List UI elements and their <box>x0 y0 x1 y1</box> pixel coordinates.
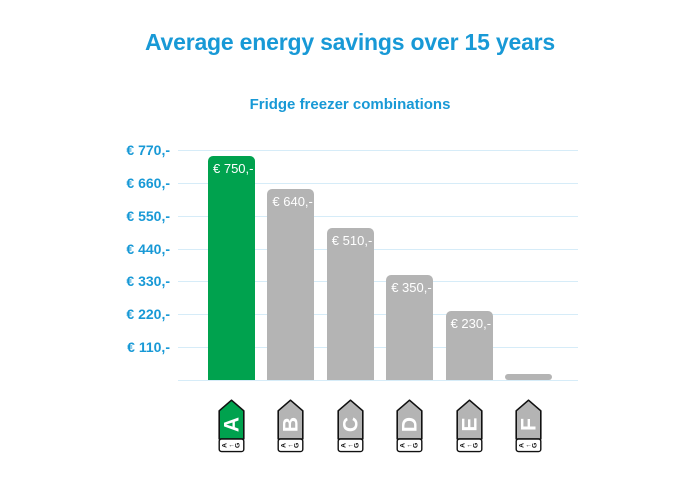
scale-letter: G <box>235 443 242 448</box>
bar-f <box>505 374 552 380</box>
energy-label-graphic: E A ← G <box>455 399 483 453</box>
energy-tag-scale-box <box>277 438 304 453</box>
scale-arrow-icon: ← <box>228 442 235 449</box>
energy-tag-letter: C <box>339 417 362 432</box>
energy-tag-letter: D <box>399 417 422 432</box>
scale-arrow-icon: ← <box>406 442 413 449</box>
energy-tag-letter: B <box>280 417 303 432</box>
bar-e: € 230,- <box>445 311 493 380</box>
scale-letter: A <box>222 443 229 448</box>
scale-letter: G <box>353 443 360 448</box>
scale-letter: G <box>532 443 539 448</box>
energy-tag-d: D A ← G <box>396 399 423 453</box>
scale-letter: A <box>340 443 347 448</box>
plot-area: € 770,- € 660,- € 550,- € 440,- € 330,- € 220… <box>126 142 578 381</box>
bar-value-label: € 640,- <box>272 193 313 209</box>
y-axis-label: € 110,- <box>127 339 170 356</box>
scale-arrow-icon: ← <box>525 442 532 449</box>
energy-label-graphic: C A ← G <box>337 399 364 453</box>
gridline <box>178 347 578 349</box>
scale-letter: G <box>294 443 301 448</box>
y-axis-label: € 550,- <box>126 207 170 224</box>
energy-tag-scale-box <box>456 438 483 453</box>
gridline <box>178 248 578 250</box>
gridline <box>178 182 578 184</box>
y-axis-label: € 440,- <box>126 240 170 257</box>
energy-tag-letter: E <box>458 417 481 431</box>
scale-letter: A <box>519 443 526 448</box>
energy-label-graphic: D A ← G <box>396 399 423 453</box>
energy-tag-e: E A ← G <box>455 399 483 453</box>
scale-letter: G <box>472 443 479 448</box>
energy-tag-scale-box <box>515 438 542 453</box>
chart-title: Average energy savings over 15 years <box>144 29 556 55</box>
scale-letter: A <box>281 443 288 448</box>
gridline <box>178 380 578 381</box>
energy-tag-c: C A ← G <box>337 399 364 453</box>
energy-tag-scale-box <box>218 438 245 453</box>
gridline <box>178 281 578 283</box>
y-axis-label: € 330,- <box>126 273 170 290</box>
bar-value-label: € 230,- <box>450 316 492 332</box>
energy-tag-a: A A ← G <box>218 399 245 453</box>
gridline <box>178 150 578 151</box>
bar-value-label: € 510,- <box>331 232 373 248</box>
bar-value-label: € 350,- <box>391 280 432 296</box>
x-axis-energy-tags: A A ← G B A ← G C A ← G D A ← G E A ← G F A ← G <box>178 399 578 459</box>
gridline <box>178 314 578 316</box>
y-axis-label: € 660,- <box>126 174 170 191</box>
bar-b: € 640,- <box>267 188 315 380</box>
chart-subtitle: Fridge freezer combinations <box>249 96 451 113</box>
scale-letter: A <box>400 443 407 448</box>
energy-tag-letter: A <box>221 417 244 432</box>
energy-label-graphic: AA ← G <box>218 399 245 453</box>
scale-arrow-icon: ← <box>287 442 294 449</box>
scale-letter: G <box>413 443 420 448</box>
gridline <box>178 215 578 217</box>
bar-c: € 510,- <box>326 227 374 380</box>
energy-tag-letter: F <box>518 418 541 431</box>
energy-tag-scale-box <box>396 438 423 453</box>
energy-label-graphic: B A ← G <box>277 399 304 453</box>
bar-d: € 350,- <box>386 275 434 380</box>
bar-a: € 750,- <box>208 155 255 380</box>
y-axis-label: € 220,- <box>126 306 170 323</box>
bar-value-label: € 750,- <box>213 160 254 176</box>
scale-arrow-icon: ← <box>466 442 473 449</box>
energy-tag-f: F A ← G <box>515 399 542 453</box>
energy-tag-b: B A ← G <box>277 399 304 453</box>
energy-label-graphic: F A ← G <box>515 399 542 453</box>
y-axis-label: € 770,- <box>126 142 170 158</box>
energy-tag-scale-box <box>337 438 364 453</box>
scale-letter: A <box>459 443 466 448</box>
scale-arrow-icon: ← <box>347 442 354 449</box>
